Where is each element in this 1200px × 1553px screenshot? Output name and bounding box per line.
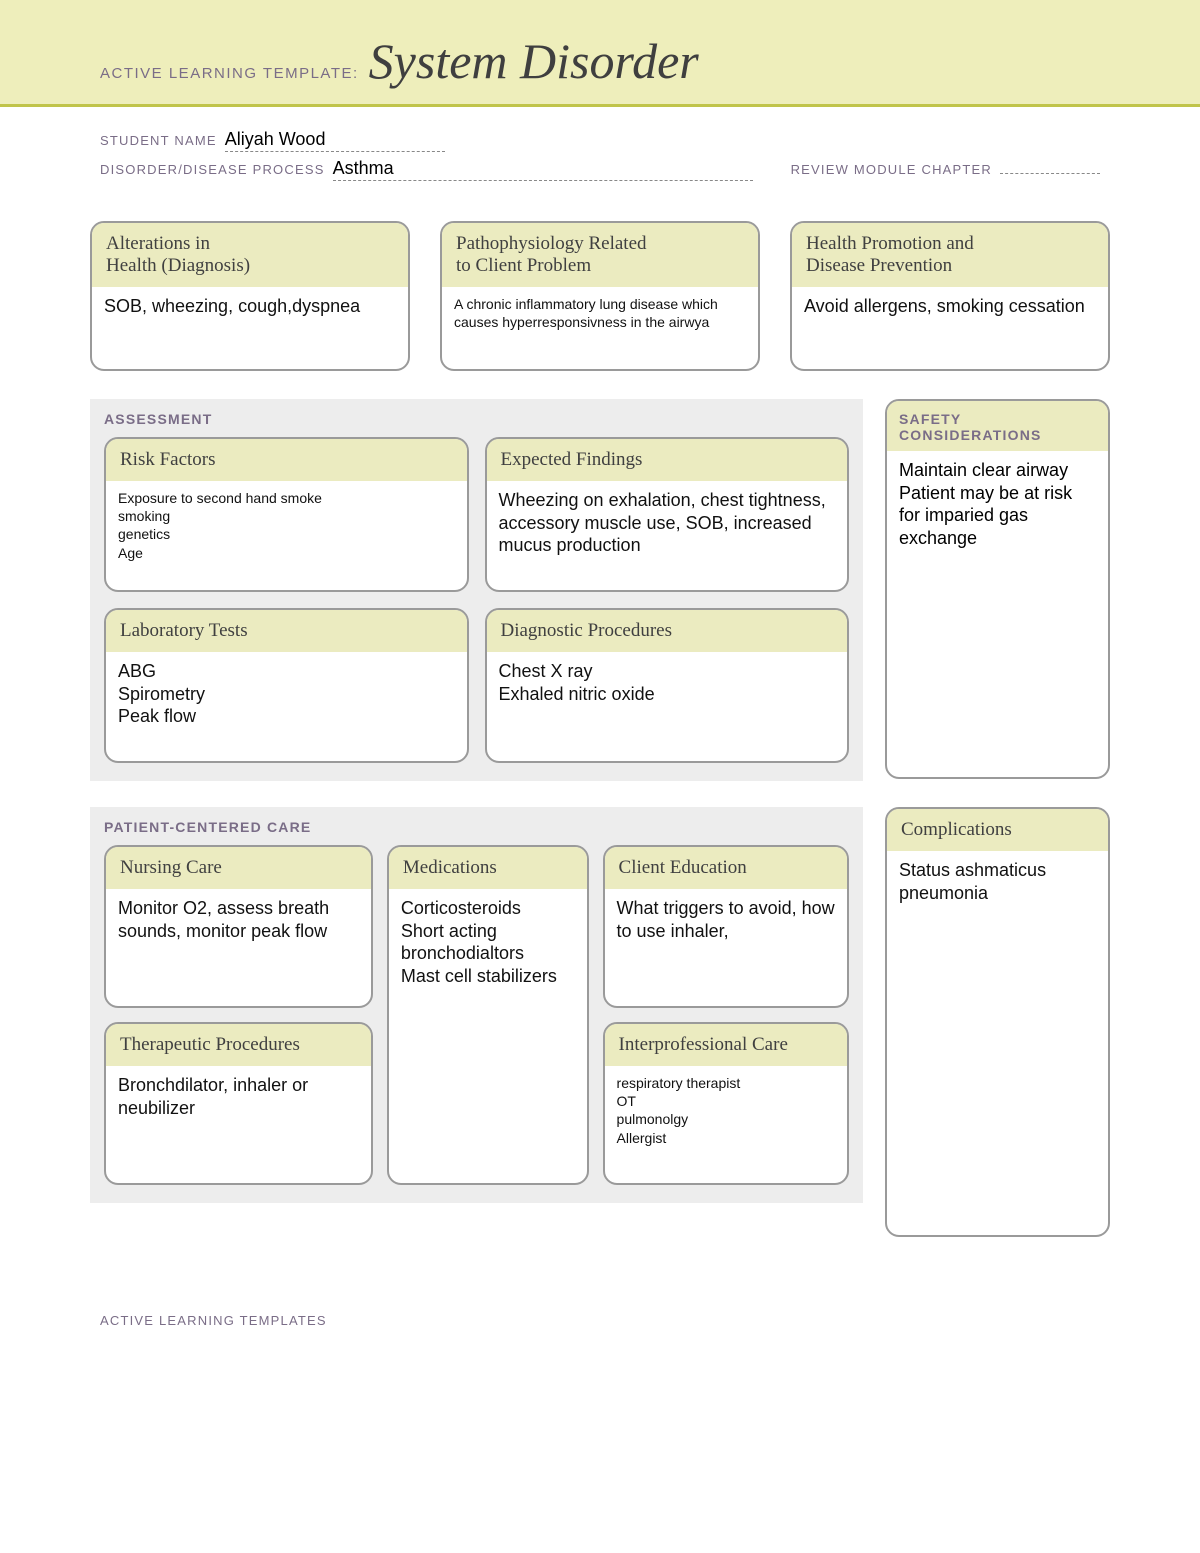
disorder-label: DISORDER/DISEASE PROCESS bbox=[100, 162, 325, 177]
education-body: What triggers to avoid, how to use inhal… bbox=[605, 889, 847, 956]
education-card: Client Education What triggers to avoid,… bbox=[603, 845, 849, 1008]
labs-card: Laboratory Tests ABG Spirometry Peak flo… bbox=[104, 608, 469, 763]
alterations-title: Alterations in Health (Diagnosis) bbox=[92, 223, 408, 287]
diagnostic-body: Chest X ray Exhaled nitric oxide bbox=[487, 652, 848, 719]
student-name-value: Aliyah Wood bbox=[225, 129, 445, 152]
banner: ACTIVE LEARNING TEMPLATE: System Disorde… bbox=[0, 0, 1200, 107]
complications-body: Status ashmaticus pneumonia bbox=[887, 851, 1108, 918]
expected-body: Wheezing on exhalation, chest tightness,… bbox=[487, 481, 848, 571]
health-promo-title: Health Promotion and Disease Prevention bbox=[792, 223, 1108, 287]
assessment-safety-row: ASSESSMENT Risk Factors Exposure to seco… bbox=[90, 399, 1110, 781]
expected-card: Expected Findings Wheezing on exhalation… bbox=[485, 437, 850, 592]
nursing-body: Monitor O2, assess breath sounds, monito… bbox=[106, 889, 371, 956]
page: ACTIVE LEARNING TEMPLATE: System Disorde… bbox=[0, 0, 1200, 1358]
therapeutic-title: Therapeutic Procedures bbox=[106, 1024, 371, 1066]
meta-block: STUDENT NAME Aliyah Wood DISORDER/DISEAS… bbox=[0, 107, 1200, 191]
pcc-section-title: PATIENT-CENTERED CARE bbox=[104, 819, 849, 835]
health-promo-card: Health Promotion and Disease Prevention … bbox=[790, 221, 1110, 371]
medications-title: Medications bbox=[389, 847, 587, 889]
complications-title: Complications bbox=[887, 809, 1108, 851]
diagnostic-card: Diagnostic Procedures Chest X ray Exhale… bbox=[485, 608, 850, 763]
education-title: Client Education bbox=[605, 847, 847, 889]
student-name-label: STUDENT NAME bbox=[100, 133, 217, 148]
interprofessional-title: Interprofessional Care bbox=[605, 1024, 847, 1066]
patho-title: Pathophysiology Related to Client Proble… bbox=[442, 223, 758, 287]
expected-title: Expected Findings bbox=[487, 439, 848, 481]
patho-body: A chronic inflammatory lung disease whic… bbox=[442, 287, 758, 345]
banner-inner: ACTIVE LEARNING TEMPLATE: System Disorde… bbox=[0, 32, 1200, 90]
interprofessional-body: respiratory therapist OT pulmonolgy Alle… bbox=[605, 1066, 847, 1161]
assessment-grid: Risk Factors Exposure to second hand smo… bbox=[104, 437, 849, 763]
safety-title: SAFETY CONSIDERATIONS bbox=[899, 411, 1096, 443]
assessment-section: ASSESSMENT Risk Factors Exposure to seco… bbox=[90, 399, 863, 781]
review-label: REVIEW MODULE CHAPTER bbox=[791, 162, 992, 177]
safety-card: SAFETY CONSIDERATIONS Maintain clear air… bbox=[885, 399, 1110, 779]
labs-body: ABG Spirometry Peak flow bbox=[106, 652, 467, 742]
nursing-card: Nursing Care Monitor O2, assess breath s… bbox=[104, 845, 373, 1008]
review-blank bbox=[1000, 160, 1100, 174]
banner-title: System Disorder bbox=[369, 32, 699, 90]
disorder-row: DISORDER/DISEASE PROCESS Asthma REVIEW M… bbox=[100, 158, 1100, 181]
safety-header: SAFETY CONSIDERATIONS bbox=[887, 401, 1108, 451]
labs-title: Laboratory Tests bbox=[106, 610, 467, 652]
medications-body: Corticosteroids Short acting bronchodial… bbox=[389, 889, 587, 1001]
pcc-grid: Nursing Care Monitor O2, assess breath s… bbox=[104, 845, 849, 1185]
patho-card: Pathophysiology Related to Client Proble… bbox=[440, 221, 760, 371]
risk-title: Risk Factors bbox=[106, 439, 467, 481]
therapeutic-card: Therapeutic Procedures Bronchdilator, in… bbox=[104, 1022, 373, 1185]
alterations-body: SOB, wheezing, cough,dyspnea bbox=[92, 287, 408, 332]
content: Alterations in Health (Diagnosis) SOB, w… bbox=[0, 191, 1200, 1273]
disorder-value: Asthma bbox=[333, 158, 753, 181]
banner-label: ACTIVE LEARNING TEMPLATE: bbox=[100, 65, 359, 82]
top-row: Alterations in Health (Diagnosis) SOB, w… bbox=[90, 221, 1110, 371]
health-promo-body: Avoid allergens, smoking cessation bbox=[792, 287, 1108, 332]
assessment-section-title: ASSESSMENT bbox=[104, 411, 849, 427]
footer: ACTIVE LEARNING TEMPLATES bbox=[0, 1273, 1200, 1358]
risk-card: Risk Factors Exposure to second hand smo… bbox=[104, 437, 469, 592]
safety-body: Maintain clear airway Patient may be at … bbox=[887, 451, 1108, 557]
alterations-card: Alterations in Health (Diagnosis) SOB, w… bbox=[90, 221, 410, 371]
diagnostic-title: Diagnostic Procedures bbox=[487, 610, 848, 652]
therapeutic-body: Bronchdilator, inhaler or neubilizer bbox=[106, 1066, 371, 1133]
pcc-complications-row: PATIENT-CENTERED CARE Nursing Care Monit… bbox=[90, 807, 1110, 1237]
complications-card: Complications Status ashmaticus pneumoni… bbox=[885, 807, 1110, 1237]
student-name-row: STUDENT NAME Aliyah Wood bbox=[100, 129, 1100, 152]
medications-card: Medications Corticosteroids Short acting… bbox=[387, 845, 589, 1185]
nursing-title: Nursing Care bbox=[106, 847, 371, 889]
safety-column: SAFETY CONSIDERATIONS Maintain clear air… bbox=[885, 399, 1110, 779]
complications-column: Complications Status ashmaticus pneumoni… bbox=[885, 807, 1110, 1237]
pcc-section: PATIENT-CENTERED CARE Nursing Care Monit… bbox=[90, 807, 863, 1203]
risk-body: Exposure to second hand smoke smoking ge… bbox=[106, 481, 467, 576]
interprofessional-card: Interprofessional Care respiratory thera… bbox=[603, 1022, 849, 1185]
